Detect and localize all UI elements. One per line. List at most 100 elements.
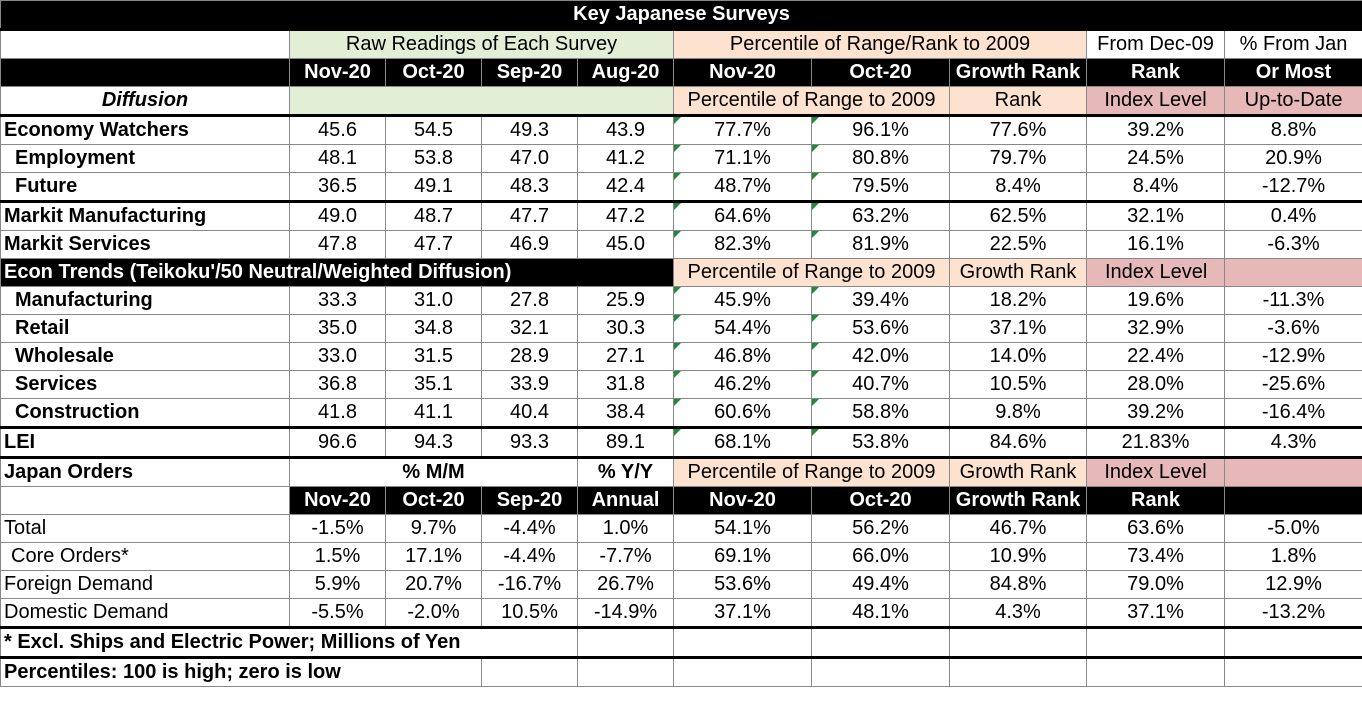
cell: 0.4% bbox=[1223, 201, 1362, 231]
cell: 31.5 bbox=[385, 342, 482, 371]
table-title: Key Japanese Surveys bbox=[0, 0, 1362, 31]
cell: 26.7% bbox=[577, 570, 674, 599]
col-header: Oct-20 bbox=[811, 58, 950, 87]
cell: -12.7% bbox=[1223, 172, 1362, 203]
cell: 47.7 bbox=[481, 201, 578, 231]
cell: 42.0% bbox=[811, 342, 950, 371]
cell: 93.3 bbox=[481, 427, 578, 459]
cell: 4.3% bbox=[1223, 427, 1362, 459]
table-row: Economy Watchers 45.6 54.5 49.3 43.9 77.… bbox=[0, 115, 1362, 145]
table-row: Wholesale 33.0 31.5 28.9 27.1 46.8% 42.0… bbox=[0, 342, 1362, 371]
econ-trends-header: Econ Trends (Teikoku'/50 Neutral/Weighte… bbox=[0, 258, 674, 287]
row-label: Markit Services bbox=[0, 230, 290, 259]
cell: 30.3 bbox=[577, 314, 674, 343]
cell: 35.0 bbox=[289, 314, 386, 343]
diffusion-uptodate-label: Up-to-Date bbox=[1223, 86, 1362, 117]
col-header: Nov-20 bbox=[289, 486, 386, 515]
cell: 8.8% bbox=[1223, 115, 1362, 145]
cell: 10.5% bbox=[949, 370, 1087, 399]
cell: 42.4 bbox=[577, 172, 674, 203]
cell: 36.8 bbox=[289, 370, 386, 399]
cell: 48.7% bbox=[673, 172, 812, 203]
cell: 46.2% bbox=[673, 370, 812, 399]
cell: 96.1% bbox=[811, 115, 950, 145]
cell: -2.0% bbox=[385, 598, 482, 629]
cell: 66.0% bbox=[811, 542, 950, 571]
cell: 79.7% bbox=[949, 144, 1087, 173]
table-row: LEI 96.6 94.3 93.3 89.1 68.1% 53.8% 84.6… bbox=[0, 427, 1362, 459]
cell: 41.2 bbox=[577, 144, 674, 173]
cell: 38.4 bbox=[577, 398, 674, 429]
cell: 9.7% bbox=[385, 514, 482, 543]
cell: -14.9% bbox=[577, 598, 674, 629]
cell: 10.9% bbox=[949, 542, 1087, 571]
cell: -6.3% bbox=[1223, 230, 1362, 259]
cell: -4.4% bbox=[481, 514, 578, 543]
cell: 43.9 bbox=[577, 115, 674, 145]
cell: 32.1% bbox=[1086, 201, 1225, 231]
row-label: Future bbox=[0, 172, 290, 203]
cell: 69.1% bbox=[673, 542, 812, 571]
from-dec-header: From Dec-09 bbox=[1086, 29, 1225, 59]
table-row: Construction 41.8 41.1 40.4 38.4 60.6% 5… bbox=[0, 398, 1362, 429]
cell: 81.9% bbox=[811, 230, 950, 259]
cell: -16.4% bbox=[1223, 398, 1362, 429]
cell: 31.0 bbox=[385, 286, 482, 315]
col-header: Aug-20 bbox=[577, 58, 674, 87]
table-row: Total -1.5% 9.7% -4.4% 1.0% 54.1% 56.2% … bbox=[0, 514, 1362, 543]
cell: 21.83% bbox=[1086, 427, 1225, 459]
cell: 27.1 bbox=[577, 342, 674, 371]
cell: 4.3% bbox=[949, 598, 1087, 629]
cell: 49.1 bbox=[385, 172, 482, 203]
cell: 48.7 bbox=[385, 201, 482, 231]
cell: 84.6% bbox=[949, 427, 1087, 459]
orders-percentile-label: Percentile of Range to 2009 bbox=[673, 457, 950, 487]
cell: 28.9 bbox=[481, 342, 578, 371]
col-header: Oct-20 bbox=[385, 58, 482, 87]
cell: 46.9 bbox=[481, 230, 578, 259]
cell: -25.6% bbox=[1223, 370, 1362, 399]
cell: 60.6% bbox=[673, 398, 812, 429]
cell: 34.8 bbox=[385, 314, 482, 343]
cell: 35.1 bbox=[385, 370, 482, 399]
cell: 22.5% bbox=[949, 230, 1087, 259]
econ-index-label: Index Level bbox=[1086, 258, 1225, 287]
cell: 33.3 bbox=[289, 286, 386, 315]
row-label: Markit Manufacturing bbox=[0, 201, 290, 231]
cell: 48.1 bbox=[289, 144, 386, 173]
cell: 79.5% bbox=[811, 172, 950, 203]
row-label: LEI bbox=[0, 427, 290, 459]
table-row: Services 36.8 35.1 33.9 31.8 46.2% 40.7%… bbox=[0, 370, 1362, 399]
col-header: Rank bbox=[1086, 486, 1225, 515]
cell: 39.2% bbox=[1086, 115, 1225, 145]
econ-growth-label: Growth Rank bbox=[949, 258, 1087, 287]
cell: 45.9% bbox=[673, 286, 812, 315]
cell: 22.4% bbox=[1086, 342, 1225, 371]
cell: 37.1% bbox=[673, 598, 812, 629]
cell: 71.1% bbox=[673, 144, 812, 173]
cell: 49.4% bbox=[811, 570, 950, 599]
cell: -7.7% bbox=[577, 542, 674, 571]
cell: 33.9 bbox=[481, 370, 578, 399]
percentile-header: Percentile of Range/Rank to 2009 bbox=[673, 29, 1087, 59]
footnote-percentiles: Percentiles: 100 is high; zero is low bbox=[0, 657, 482, 687]
cell: 31.8 bbox=[577, 370, 674, 399]
diffusion-rank-label: Rank bbox=[949, 86, 1087, 117]
cell: 20.9% bbox=[1223, 144, 1362, 173]
cell: 96.6 bbox=[289, 427, 386, 459]
cell: 37.1% bbox=[1086, 598, 1225, 629]
cell: 47.2 bbox=[577, 201, 674, 231]
col-header: Nov-20 bbox=[673, 58, 812, 87]
cell: 63.6% bbox=[1086, 514, 1225, 543]
col-header: Annual bbox=[577, 486, 674, 515]
row-label: Domestic Demand bbox=[0, 598, 290, 629]
cell: 40.7% bbox=[811, 370, 950, 399]
table-row: Employment 48.1 53.8 47.0 41.2 71.1% 80.… bbox=[0, 144, 1362, 173]
cell: 41.8 bbox=[289, 398, 386, 429]
cell: 17.1% bbox=[385, 542, 482, 571]
cell: -3.6% bbox=[1223, 314, 1362, 343]
cell: 37.1% bbox=[949, 314, 1087, 343]
col-header: Sep-20 bbox=[481, 486, 578, 515]
cell: 36.5 bbox=[289, 172, 386, 203]
table-row: Manufacturing 33.3 31.0 27.8 25.9 45.9% … bbox=[0, 286, 1362, 315]
